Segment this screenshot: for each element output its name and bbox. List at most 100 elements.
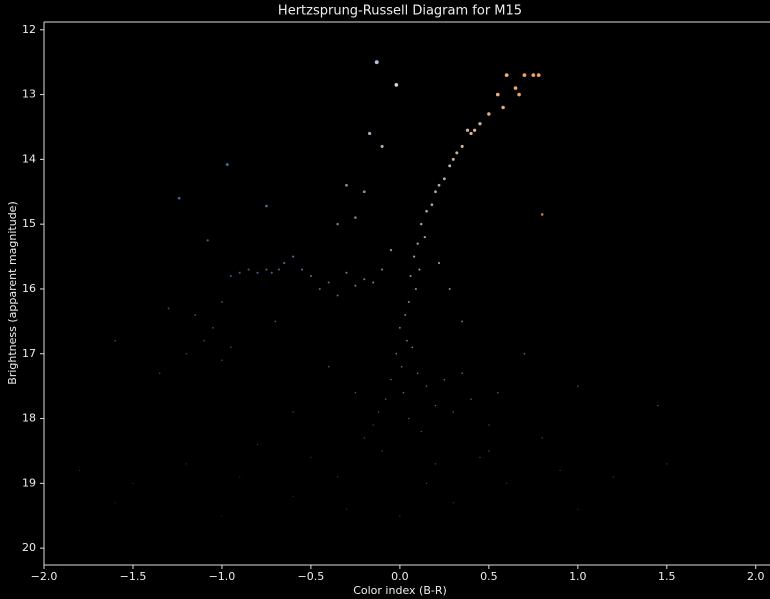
star — [310, 456, 312, 459]
y-tick-label: 15 — [22, 217, 36, 230]
star — [374, 60, 379, 65]
star — [452, 411, 454, 413]
star — [380, 144, 384, 148]
star — [506, 482, 508, 484]
star — [362, 190, 366, 194]
star — [416, 242, 419, 245]
star — [495, 92, 500, 97]
star — [194, 313, 197, 316]
star — [448, 164, 452, 168]
star — [404, 313, 407, 316]
x-tick-label: −1.0 — [209, 570, 236, 583]
star — [229, 274, 232, 278]
star — [292, 495, 294, 497]
x-axis-label: Color index (B-R) — [353, 584, 447, 597]
star — [408, 417, 410, 420]
star — [327, 365, 330, 368]
star — [354, 284, 357, 287]
star — [292, 411, 294, 413]
star — [225, 163, 229, 167]
star — [78, 469, 81, 472]
star — [247, 268, 250, 271]
star — [612, 476, 615, 478]
star — [270, 271, 273, 274]
star — [381, 450, 383, 452]
x-tick-label: −2.0 — [31, 570, 58, 583]
star — [414, 287, 417, 290]
star — [256, 271, 259, 274]
star — [423, 235, 426, 239]
star — [256, 443, 259, 446]
star — [300, 268, 304, 271]
x-tick-label: 2.0 — [747, 570, 765, 583]
star — [274, 320, 277, 323]
x-tick-label: 1.5 — [658, 570, 676, 583]
star — [185, 352, 188, 355]
star — [158, 372, 161, 375]
star — [381, 268, 384, 271]
star — [451, 157, 455, 161]
star — [460, 144, 464, 148]
x-tick-label: 0.0 — [391, 570, 409, 583]
star — [437, 183, 441, 187]
star — [420, 430, 422, 433]
star — [114, 502, 116, 504]
star — [443, 378, 446, 381]
star — [239, 476, 241, 478]
star — [402, 391, 405, 394]
star — [469, 131, 473, 136]
star — [488, 424, 490, 426]
star — [406, 339, 408, 342]
star — [203, 339, 206, 342]
star — [430, 203, 434, 207]
y-axis-label: Brightness (apparent magnitude) — [6, 201, 19, 384]
star — [559, 469, 561, 472]
star — [177, 196, 181, 200]
star — [442, 177, 446, 181]
star — [478, 122, 482, 126]
star — [400, 365, 403, 368]
star — [265, 268, 268, 271]
star — [416, 372, 419, 375]
y-tick-label: 19 — [22, 476, 36, 489]
x-tick-label: −1.5 — [120, 570, 147, 583]
star — [536, 73, 541, 78]
star — [309, 274, 312, 278]
star — [238, 271, 241, 274]
star — [420, 222, 423, 226]
star — [407, 300, 410, 303]
star — [577, 508, 579, 510]
star — [372, 281, 375, 284]
star — [434, 463, 437, 465]
star — [399, 515, 401, 517]
star — [425, 385, 428, 387]
star — [354, 391, 357, 394]
star — [479, 456, 481, 459]
star — [291, 255, 295, 258]
star — [345, 508, 348, 510]
star — [488, 450, 490, 452]
star — [318, 287, 321, 290]
star — [389, 248, 393, 252]
y-tick-label: 16 — [22, 282, 36, 295]
star — [448, 287, 451, 290]
y-tick-label: 12 — [22, 23, 36, 36]
star — [398, 326, 401, 329]
star — [409, 274, 412, 278]
star — [523, 352, 526, 355]
x-tick-label: −0.5 — [298, 570, 325, 583]
star — [470, 398, 472, 400]
star — [345, 183, 348, 187]
star — [372, 424, 374, 426]
star — [465, 128, 470, 132]
y-tick-label: 20 — [22, 541, 36, 554]
star — [212, 326, 214, 329]
star — [114, 339, 117, 342]
star — [513, 86, 518, 90]
y-tick-label: 18 — [22, 412, 36, 425]
star — [206, 239, 209, 242]
star — [425, 209, 428, 213]
star — [265, 204, 268, 208]
